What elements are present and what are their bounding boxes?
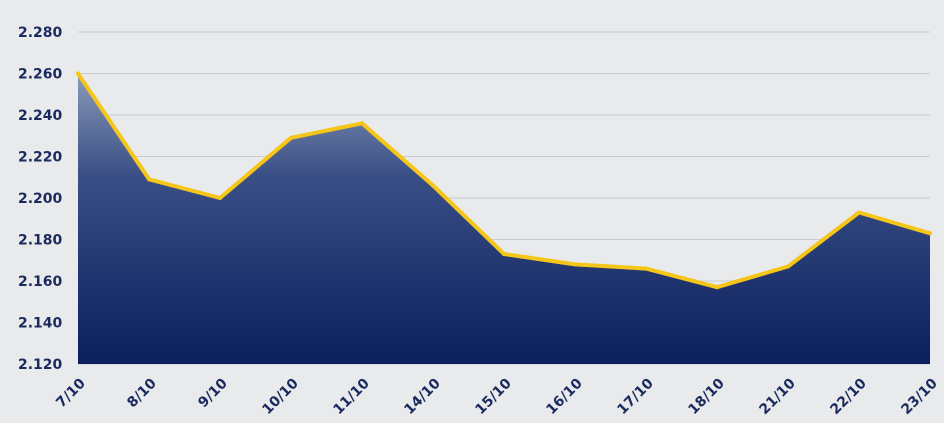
x-axis-ticks: 7/10 8/10 9/10 10/10 11/10 14/10 15/10 16/10 17/… [53,375,941,418]
data-point [502,252,506,257]
y-tick-label: 2.120 [18,357,63,373]
x-tick-label: 17/10 [614,375,657,418]
x-tick-label: 7/10 [53,375,89,411]
x-tick-label: 11/10 [330,375,373,418]
data-point [76,71,80,76]
x-tick-label: 21/10 [756,375,799,418]
y-tick-label: 2.180 [18,233,63,249]
y-tick-label: 2.200 [18,191,63,207]
data-point [431,183,435,188]
x-tick-label: 10/10 [259,375,302,418]
data-point [857,210,861,215]
y-tick-label: 2.260 [18,67,63,83]
series-area [78,73,930,364]
data-point [644,266,648,271]
y-tick-label: 2.140 [18,316,63,332]
data-point [715,285,719,290]
data-point [786,264,790,269]
data-point [360,121,364,126]
x-tick-label: 8/10 [124,375,160,411]
data-point [289,135,293,140]
data-point [218,196,222,200]
x-tick-label: 18/10 [685,375,728,418]
y-tick-label: 2.280 [18,25,63,41]
series-points [76,71,932,290]
data-point [573,262,577,267]
y-axis-ticks: 2.120 2.140 2.160 2.180 2.200 2.220 2.240 2.260… [18,25,63,373]
x-tick-label: 23/10 [898,375,941,418]
y-tick-label: 2.160 [18,274,63,290]
data-point [147,177,151,182]
x-tick-label: 16/10 [543,375,586,418]
x-tick-label: 15/10 [472,375,515,418]
y-tick-label: 2.240 [18,108,63,124]
x-tick-label: 14/10 [401,375,444,418]
x-tick-label: 22/10 [827,375,870,418]
data-point [928,231,932,236]
x-tick-label: 9/10 [195,375,231,411]
y-tick-label: 2.220 [18,150,63,166]
